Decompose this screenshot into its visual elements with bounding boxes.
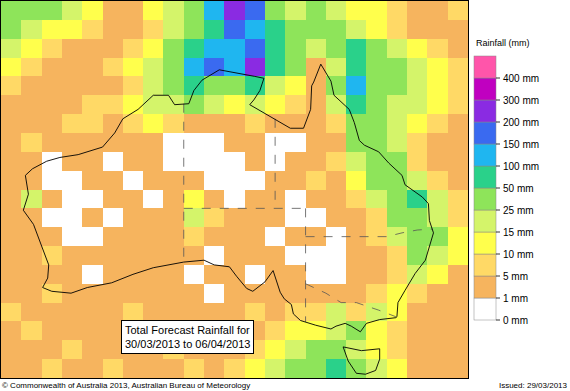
svg-text:200 mm: 200 mm — [503, 117, 539, 128]
svg-text:400 mm: 400 mm — [503, 73, 539, 84]
svg-text:100 mm: 100 mm — [503, 161, 539, 172]
svg-text:5 mm: 5 mm — [503, 271, 528, 282]
svg-text:300 mm: 300 mm — [503, 95, 539, 106]
svg-text:150 mm: 150 mm — [503, 139, 539, 150]
svg-text:10 mm: 10 mm — [503, 249, 534, 260]
svg-text:0 mm: 0 mm — [503, 315, 528, 326]
svg-text:Total Forecast Rainfall for30/: Total Forecast Rainfall for30/03/2013 to… — [125, 324, 250, 350]
svg-text:1 mm: 1 mm — [503, 293, 528, 304]
html-text:Issued: 29/03/2013: Issued: 29/03/2013 — [498, 381, 567, 390]
svg-text:15 mm: 15 mm — [503, 227, 534, 238]
svg-text:Rainfall (mm): Rainfall (mm) — [476, 38, 530, 48]
html-text:© Commonwealth of Australia 20: © Commonwealth of Australia 2013, Austra… — [2, 381, 251, 390]
svg-text:50 mm: 50 mm — [503, 183, 534, 194]
svg-text:25 mm: 25 mm — [503, 205, 534, 216]
